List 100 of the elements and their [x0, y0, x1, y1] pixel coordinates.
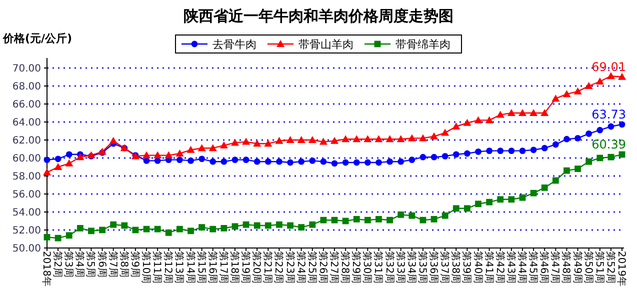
x-tick-label: 第45周 — [527, 251, 540, 284]
data-label: 60.39 — [592, 137, 626, 152]
x-tick-label: 第6周 — [96, 251, 108, 278]
point — [408, 156, 416, 163]
point — [442, 153, 448, 160]
point — [330, 136, 338, 144]
x-tick-label: 第35周 — [416, 251, 428, 284]
x-tick-label: 第10周 — [140, 251, 152, 284]
point — [298, 224, 305, 230]
point — [242, 156, 250, 163]
x-tick-label: 第39周 — [460, 251, 473, 284]
point — [497, 196, 504, 203]
x-tick-label: 第41周 — [482, 251, 495, 284]
point — [54, 234, 62, 242]
point — [442, 212, 448, 219]
legend-label: 去骨牛肉 — [212, 38, 256, 51]
point — [44, 156, 50, 163]
x-tick-label: 第43周 — [504, 251, 517, 284]
point — [264, 222, 272, 229]
point — [508, 196, 515, 203]
point — [463, 118, 472, 126]
point — [606, 72, 615, 80]
y-tick-label: 54.00 — [12, 208, 41, 218]
point — [198, 156, 206, 162]
point — [331, 160, 338, 167]
data-label: 69.01 — [592, 60, 626, 74]
point — [464, 150, 470, 157]
point — [398, 212, 404, 218]
point — [408, 212, 416, 219]
point — [486, 148, 493, 154]
point — [552, 177, 559, 184]
x-tick-label: 第14周 — [184, 251, 196, 284]
point — [519, 194, 526, 201]
point — [540, 109, 549, 116]
point — [264, 140, 272, 147]
x-tick-label: 第28周 — [339, 251, 352, 284]
point — [297, 136, 306, 143]
point — [320, 216, 327, 224]
x-tick-label: 第32周 — [383, 251, 396, 284]
point — [507, 109, 516, 116]
point — [474, 116, 482, 124]
x-tick-label: 第30周 — [361, 251, 374, 284]
x-tick-label: 第9周 — [128, 251, 141, 278]
point — [88, 228, 94, 234]
point — [364, 159, 371, 166]
point — [441, 128, 450, 136]
point — [353, 216, 360, 222]
point — [210, 158, 216, 165]
point — [121, 222, 128, 229]
x-tick-label: 第51周 — [593, 251, 606, 284]
point — [66, 151, 72, 158]
x-tick-label: 第2周 — [52, 251, 64, 278]
point — [552, 141, 559, 148]
x-tick-label: 第48周 — [560, 251, 572, 284]
point — [574, 135, 581, 142]
point — [596, 154, 604, 162]
point — [497, 148, 504, 154]
point — [586, 130, 592, 137]
point — [430, 132, 438, 140]
point — [143, 226, 150, 232]
point — [353, 159, 360, 166]
x-tick-label: 第40周 — [472, 251, 484, 284]
point — [574, 87, 582, 94]
point — [364, 216, 371, 224]
point — [276, 221, 282, 228]
y-axis-title: 价格(元/公斤) — [2, 32, 72, 45]
point — [188, 158, 194, 164]
point — [176, 156, 183, 163]
x-tick-label: 第34周 — [405, 251, 418, 284]
point — [374, 135, 383, 142]
point — [154, 151, 162, 158]
x-tick-label: 第4周 — [74, 251, 86, 278]
point — [342, 159, 349, 166]
point — [232, 223, 238, 230]
point — [475, 148, 482, 155]
point — [165, 230, 172, 236]
point — [242, 138, 250, 145]
point — [618, 121, 626, 128]
point — [176, 150, 184, 156]
point — [309, 221, 316, 228]
point — [186, 146, 195, 153]
point — [562, 90, 571, 98]
point — [486, 198, 493, 206]
point — [164, 151, 173, 158]
point — [496, 110, 504, 118]
x-tick-label: 第25周 — [306, 251, 318, 284]
point — [475, 200, 482, 208]
point — [230, 138, 239, 146]
x-tick-label: 第7周 — [106, 251, 119, 278]
point — [253, 140, 262, 147]
point — [220, 141, 228, 148]
point — [408, 134, 416, 142]
point — [342, 218, 349, 224]
point — [54, 156, 62, 162]
point — [254, 158, 260, 165]
x-tick-label: 第11周 — [151, 251, 164, 284]
y-tick-label: 66.00 — [12, 100, 41, 110]
x-tick-label: 第26周 — [316, 251, 329, 284]
x-tick-label: 2018年 — [40, 251, 52, 286]
point — [232, 156, 238, 163]
